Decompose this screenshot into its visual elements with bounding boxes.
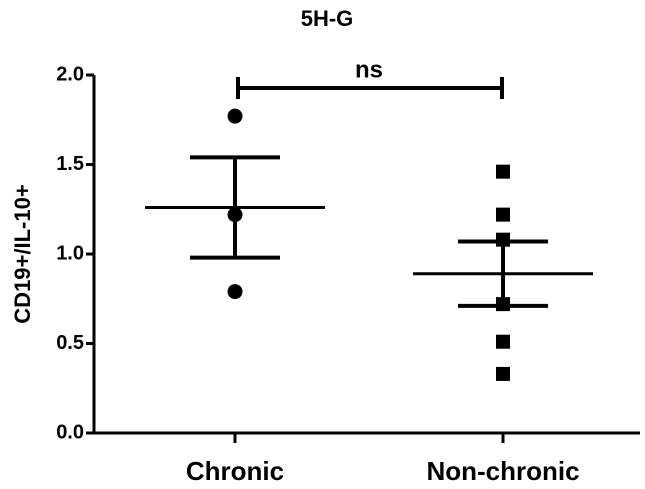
chart-title: 5H-G (301, 6, 354, 31)
y-tick-label: 0.5 (56, 332, 84, 354)
data-point (496, 207, 510, 222)
x-tick-label: Non-chronic (426, 456, 579, 486)
data-point (496, 164, 510, 179)
y-tick-label: 0.0 (56, 421, 84, 443)
data-point (227, 108, 243, 124)
y-tick-label: 1.0 (56, 242, 84, 264)
y-tick-label: 2.0 (56, 63, 84, 85)
y-tick-label: 1.5 (56, 153, 84, 175)
data-point (227, 284, 243, 300)
y-axis-label: CD19+/IL-10+ (10, 184, 35, 323)
x-tick-label: Chronic (186, 456, 284, 486)
annotation: ns (355, 56, 383, 83)
data-point (496, 334, 510, 349)
data-point (496, 366, 510, 381)
